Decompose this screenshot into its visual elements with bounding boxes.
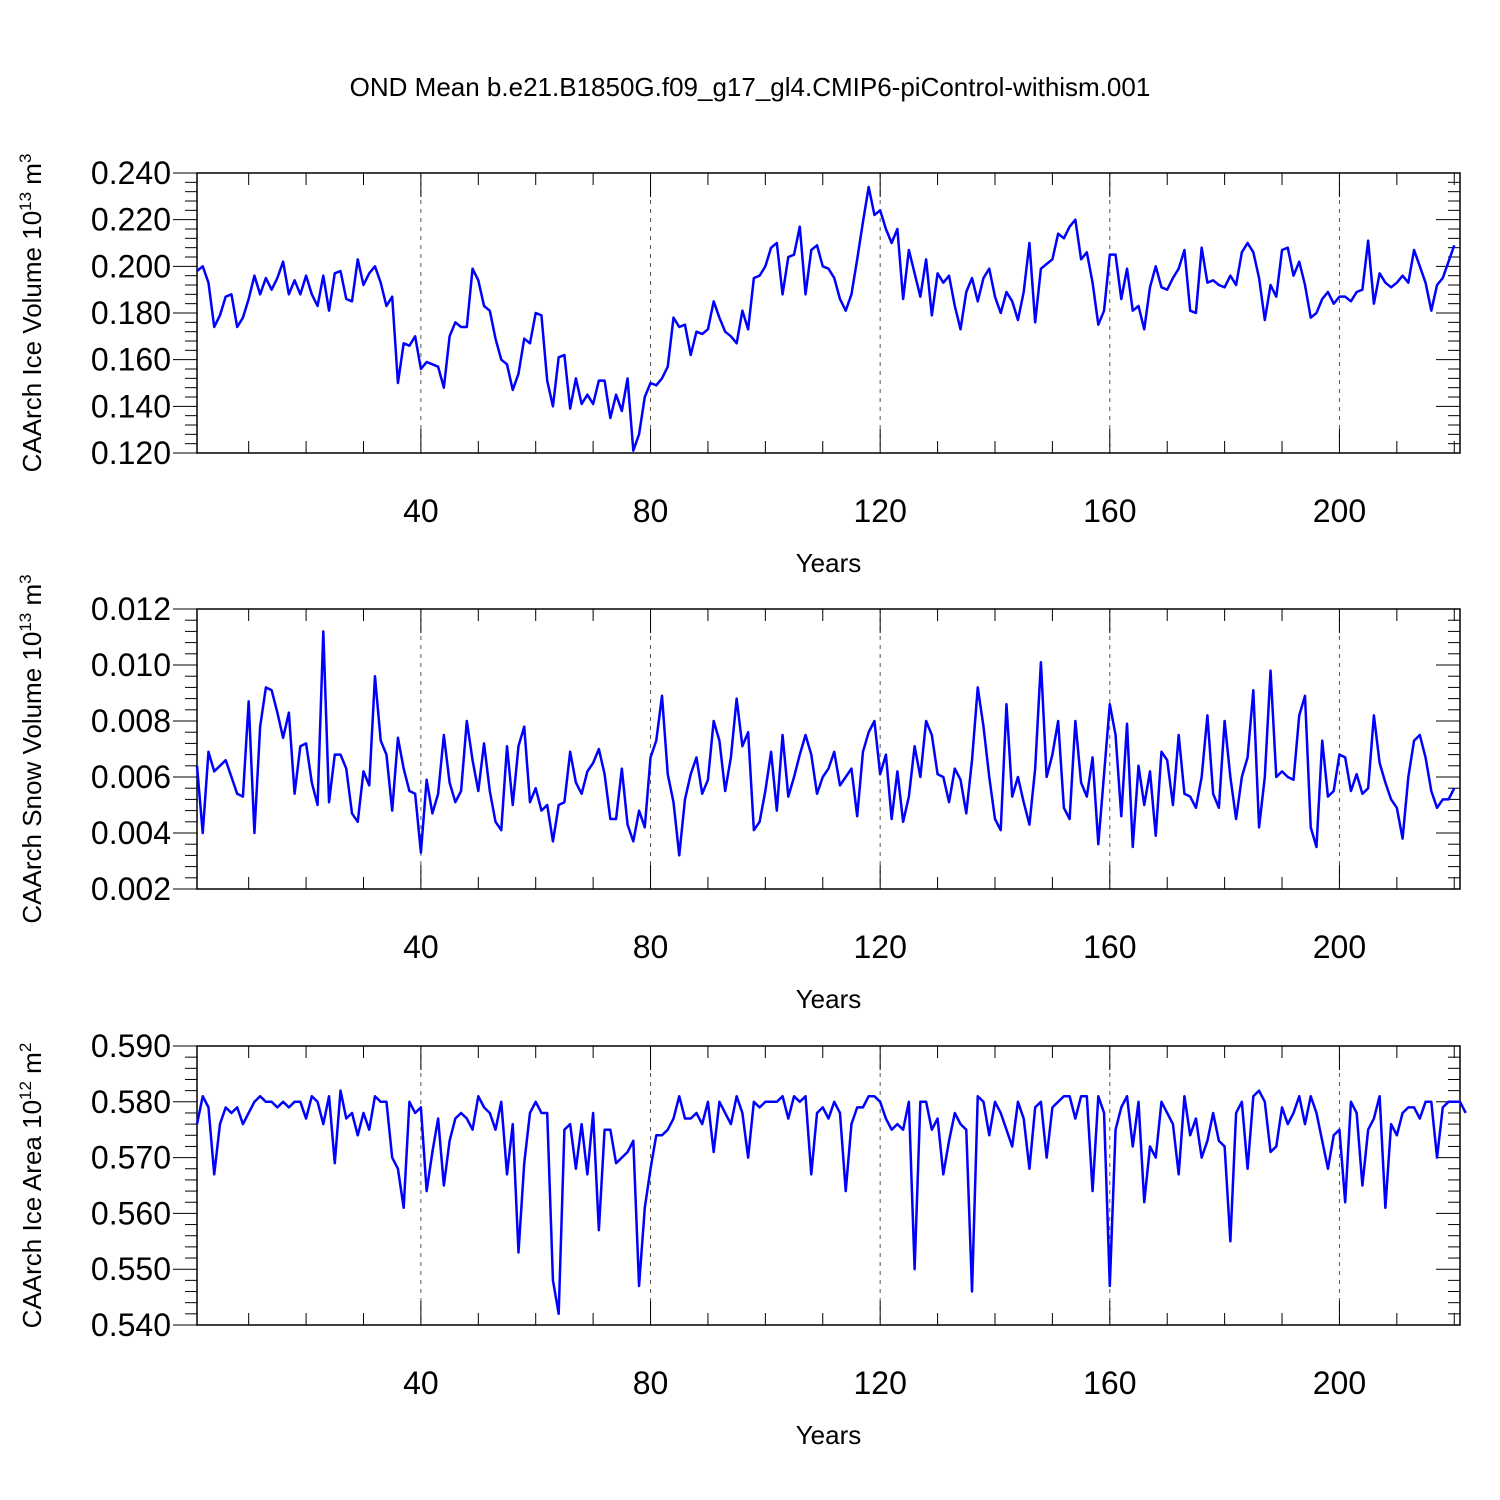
- snow-volume-y-tick-label: 0.010: [91, 647, 171, 683]
- ice-area-y-tick-label: 0.580: [91, 1084, 171, 1120]
- ice-area-series-line: [195, 1089, 1467, 1316]
- ice-volume-y-axis-label: CAArch Ice Volume 1013 m3: [16, 154, 47, 473]
- figure-title: OND Mean b.e21.B1850G.f09_g17_gl4.CMIP6-…: [349, 72, 1151, 102]
- ice-area-y-tick-label: 0.540: [91, 1307, 171, 1343]
- snow-volume-y-label-text: CAArch Snow Volume 10: [17, 632, 47, 924]
- snow-volume-y-tick-label: 0.004: [91, 815, 171, 851]
- ice-volume-y-tick-label: 0.160: [91, 342, 171, 378]
- ice-volume-y-label-text: CAArch Ice Volume 10: [17, 211, 47, 473]
- ice-area-y-tick-label: 0.550: [91, 1251, 171, 1287]
- ice-volume-y-tick-label: 0.180: [91, 295, 171, 331]
- ice-volume-y-tick-label: 0.200: [91, 248, 171, 284]
- ice-area-y-tick-label: 0.590: [91, 1028, 171, 1064]
- ice-area-y-label-unit: m: [17, 1052, 47, 1081]
- ice-area-x-tick-label: 40: [403, 1365, 439, 1401]
- snow-volume-series-line: [195, 630, 1456, 857]
- ice-area-frame: [196, 1045, 1461, 1326]
- ice-volume-y-tick-label: 0.240: [91, 155, 171, 191]
- ice-volume-x-tick-label: 120: [853, 493, 906, 529]
- ice-area-y-axis-label: CAArch Ice Area 1012 m2: [16, 1043, 47, 1329]
- ice-volume-frame: [196, 172, 1461, 454]
- snow-volume-x-tick-label: 160: [1083, 929, 1136, 965]
- ice-area-y-label-text: CAArch Ice Area 10: [17, 1100, 47, 1328]
- snow-volume-y-tick-label: 0.012: [91, 591, 171, 627]
- ice-volume-series-line: [196, 185, 1456, 452]
- ice-area-x-tick-label: 80: [633, 1365, 669, 1401]
- ice-volume-y-tick-label: 0.120: [91, 435, 171, 471]
- snow-volume-x-tick-label: 120: [853, 929, 906, 965]
- snow-volume-y-label-unit: m: [17, 584, 47, 613]
- ice-volume-y-tick-label: 0.140: [91, 388, 171, 424]
- snow-volume-y-tick-label: 0.008: [91, 703, 171, 739]
- snow-volume-x-tick-label: 40: [403, 929, 439, 965]
- ice-volume-y-label-unit-exp: 3: [16, 154, 35, 163]
- ice-area-y-label-exp: 12: [16, 1081, 35, 1100]
- snow-volume-y-label-exp: 13: [16, 613, 35, 632]
- snow-volume-y-tick-label: 0.006: [91, 759, 171, 795]
- ice-area-x-tick-label: 200: [1313, 1365, 1366, 1401]
- ice-volume-x-tick-label: 80: [633, 493, 669, 529]
- ice-area-y-tick-label: 0.570: [91, 1140, 171, 1176]
- ice-area-x-axis-label: Years: [796, 1420, 862, 1450]
- snow-volume-y-label-unit-exp: 3: [16, 574, 35, 583]
- ice-volume-y-label-unit: m: [17, 163, 47, 192]
- ice-volume-x-axis-label: Years: [796, 548, 862, 578]
- snow-volume-x-axis-label: Years: [796, 984, 862, 1014]
- ice-volume-x-tick-label: 40: [403, 493, 439, 529]
- ice-area-y-tick-label: 0.560: [91, 1195, 171, 1231]
- ice-area-x-tick-label: 120: [853, 1365, 906, 1401]
- snow-volume-x-tick-label: 200: [1313, 929, 1366, 965]
- snow-volume-y-tick-label: 0.002: [91, 871, 171, 907]
- ice-volume-y-label-exp: 13: [16, 192, 35, 211]
- ice-area-y-label-unit-exp: 2: [16, 1043, 35, 1052]
- snow-volume-y-axis-label: CAArch Snow Volume 1013 m3: [16, 574, 47, 923]
- ice-volume-x-tick-label: 200: [1313, 493, 1366, 529]
- snow-volume-frame: [196, 608, 1461, 890]
- snow-volume-x-tick-label: 80: [633, 929, 669, 965]
- ice-volume-x-tick-label: 160: [1083, 493, 1136, 529]
- ice-area-x-tick-label: 160: [1083, 1365, 1136, 1401]
- ice-volume-y-tick-label: 0.220: [91, 202, 171, 238]
